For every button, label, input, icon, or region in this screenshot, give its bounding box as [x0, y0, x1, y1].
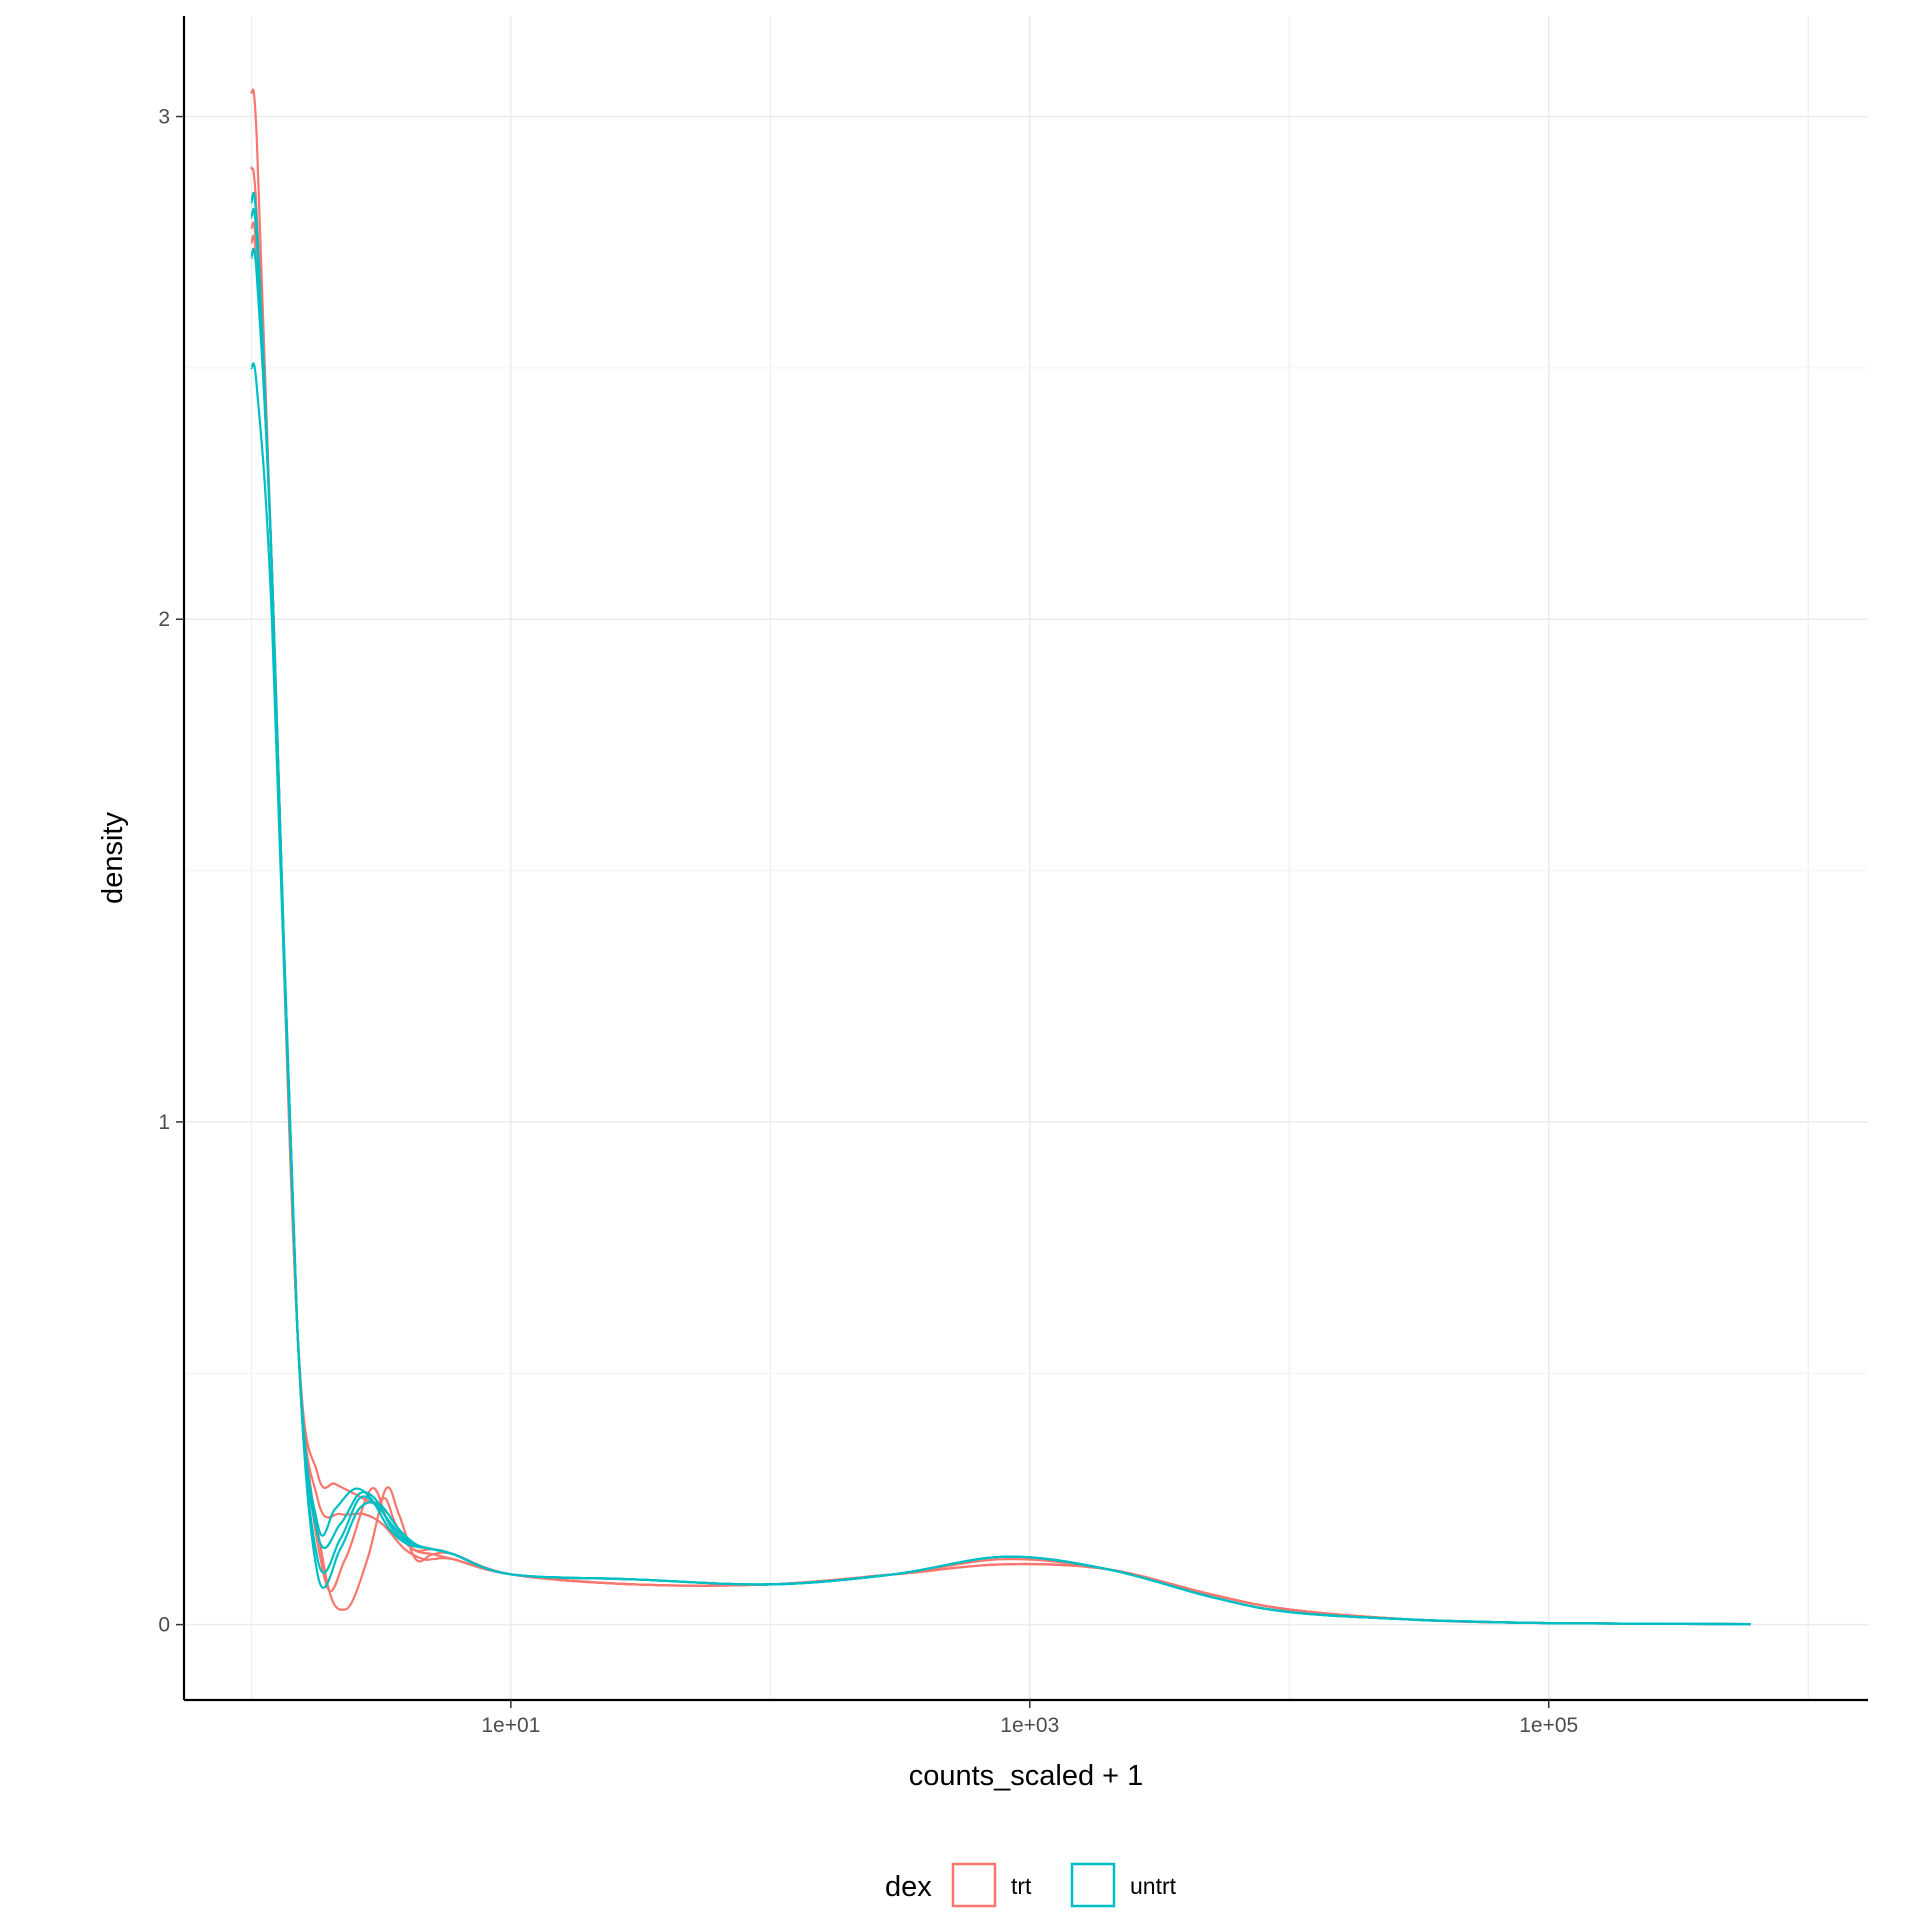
density-line-untrt-7	[250, 247, 1751, 1626]
grid-lines	[184, 16, 1868, 1700]
legend-key-trt	[951, 1862, 997, 1908]
density-line-untrt-8	[250, 362, 1751, 1626]
y-tick-label: 1	[158, 1111, 170, 1134]
density-lines	[250, 88, 1751, 1626]
axes	[182, 16, 1868, 1702]
x-tick-label: 1e+05	[1519, 1714, 1578, 1737]
legend-label-untrt: untrt	[1130, 1873, 1177, 1899]
density-line-trt-2	[250, 166, 1751, 1626]
legend-key-untrt	[1070, 1862, 1116, 1908]
density-line-untrt-6	[250, 207, 1751, 1626]
x-axis-title: counts_scaled + 1	[909, 1760, 1144, 1792]
legend-title: dex	[885, 1871, 932, 1903]
y-tick-label: 3	[158, 106, 170, 129]
legend-entries: trt untrt	[951, 1862, 1177, 1908]
axis-ticks: 1e+01 1e+03 1e+05 0 1 2 3	[158, 106, 1578, 1737]
density-line-trt-3	[250, 234, 1751, 1626]
density-line-trt-1	[250, 88, 1751, 1626]
x-tick-label: 1e+01	[481, 1714, 540, 1737]
y-tick-label: 0	[158, 1614, 170, 1637]
x-tick-label: 1e+03	[1000, 1714, 1059, 1737]
y-tick-label: 2	[158, 608, 170, 631]
y-axis-title: density	[97, 812, 129, 904]
legend-label-trt: trt	[1011, 1873, 1032, 1899]
legend: dex trt untrt	[885, 1862, 1177, 1908]
density-line-trt-4	[250, 221, 1751, 1626]
density-line-untrt-5	[250, 191, 1751, 1626]
